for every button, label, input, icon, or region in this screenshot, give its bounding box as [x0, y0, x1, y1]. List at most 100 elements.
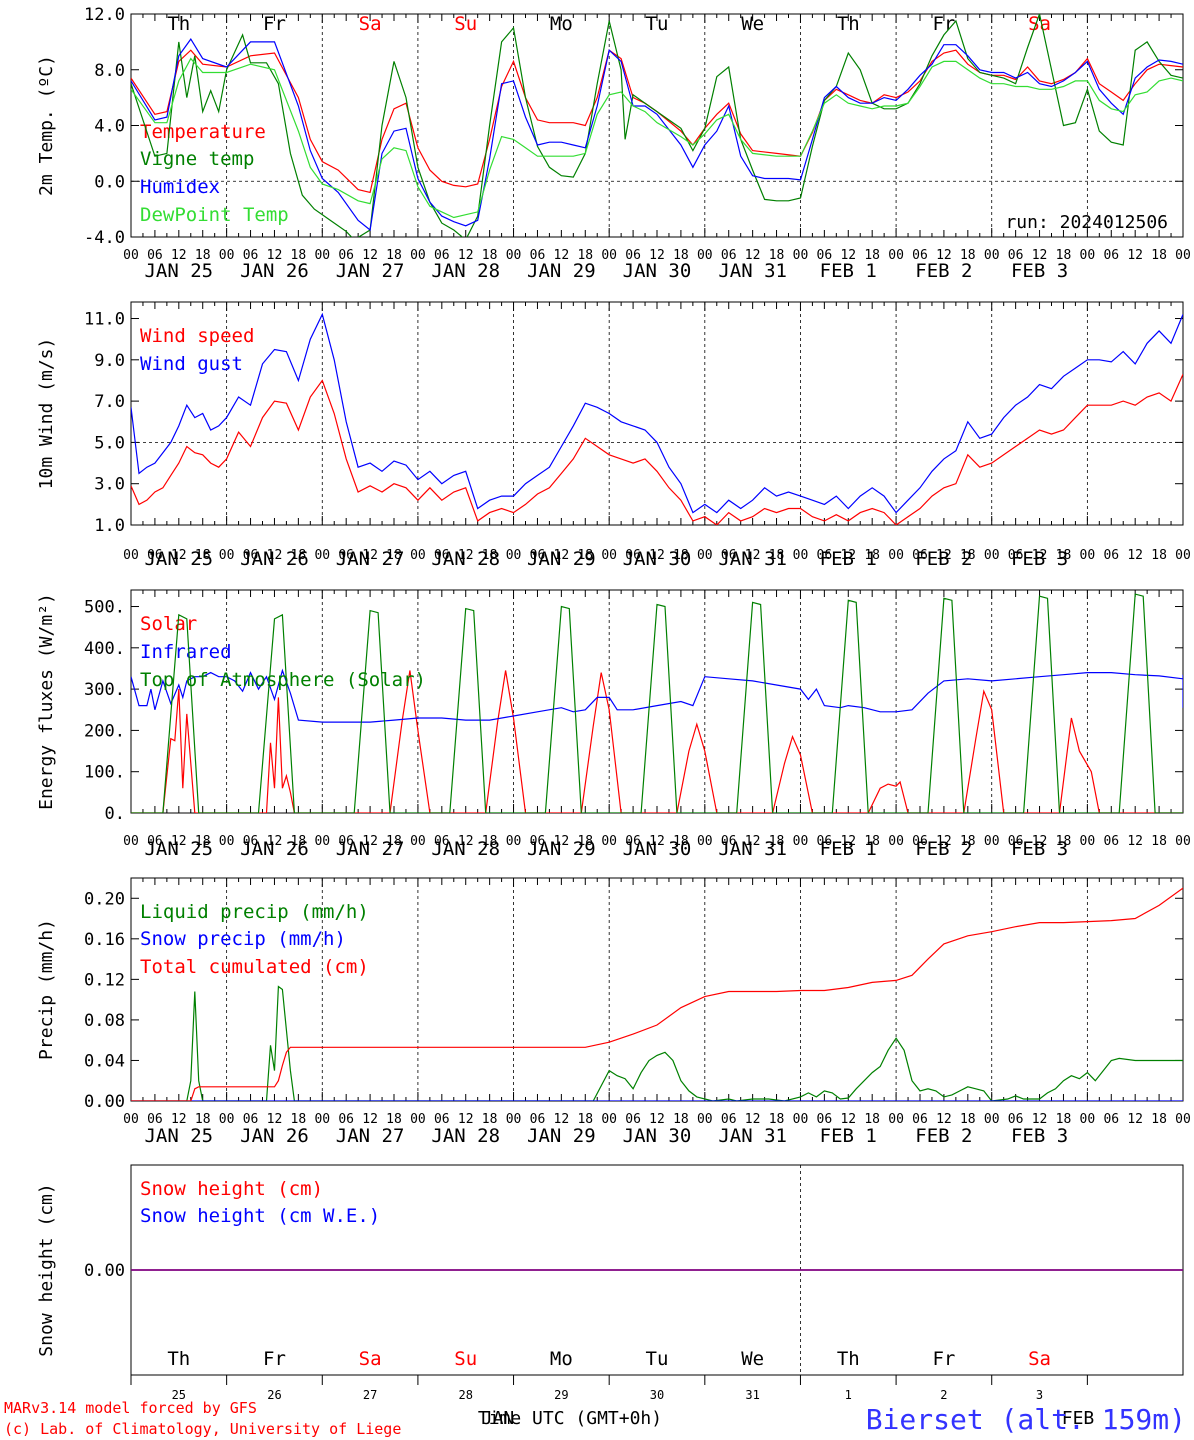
hour-label: 12 — [1032, 834, 1048, 849]
hour-label: 06 — [817, 548, 833, 563]
hour-label: 18 — [673, 548, 689, 563]
legend-entry: Vigne temp — [140, 148, 254, 170]
weekday-label: Fr — [263, 13, 286, 35]
meteogram-panels: -4.00.04.08.012.02m Temp. (ºC)00 06 12 18 00… — [36, 5, 1191, 1402]
date-label: FEB 1 — [820, 260, 877, 282]
hour-label: 18 — [482, 1112, 498, 1127]
date-label: FEB 2 — [915, 1125, 972, 1147]
y-tick-label: 12.0 — [84, 5, 125, 25]
hour-label: 12 — [362, 834, 378, 849]
hour-label: 18 — [482, 248, 498, 263]
hour-label: 00 — [1080, 248, 1096, 263]
hour-label: 06 — [721, 1112, 737, 1127]
hour-label: 12 — [267, 248, 283, 263]
legend-entry: Snow precip (mm/h) — [140, 928, 346, 950]
hour-label: 18 — [291, 834, 307, 849]
hour-label: 18 — [386, 1112, 402, 1127]
hour-label: 00 — [601, 1112, 617, 1127]
hour-label: 18 — [673, 834, 689, 849]
date-label: JAN 25 — [144, 260, 213, 282]
hour-label: 18 — [769, 1112, 785, 1127]
hour-label: 00 — [506, 548, 522, 563]
hour-label: 06 — [1103, 248, 1119, 263]
hour-label: 06 — [338, 548, 354, 563]
y-axis-title: 2m Temp. (ºC) — [36, 55, 57, 196]
hour-label: 00 — [888, 548, 904, 563]
hour-label: 12 — [1032, 1112, 1048, 1127]
hour-label: 12 — [1032, 248, 1048, 263]
hour-label: 00 — [697, 1112, 713, 1127]
hour-label: 00 — [410, 1112, 426, 1127]
y-tick-label: 100. — [84, 763, 125, 783]
hour-label: 12 — [840, 548, 856, 563]
hour-label: 12 — [649, 1112, 665, 1127]
hour-label: 12 — [745, 248, 761, 263]
date-label: JAN 25 — [144, 838, 213, 860]
hour-label: 12 — [267, 548, 283, 563]
hour-label: 06 — [1008, 1112, 1024, 1127]
hour-label: 12 — [458, 248, 474, 263]
hour-label: 18 — [864, 248, 880, 263]
hour-label: 00 — [1175, 1112, 1191, 1127]
hour-label: 00 — [506, 834, 522, 849]
hour-label: 12 — [936, 1112, 952, 1127]
hour-label: 12 — [267, 1112, 283, 1127]
hour-label: 18 — [482, 834, 498, 849]
y-axis-title: Precip (mm/h) — [36, 919, 57, 1060]
hour-label: 06 — [434, 1112, 450, 1127]
hour-label: 06 — [625, 1112, 641, 1127]
hour-label: 12 — [936, 834, 952, 849]
y-axis-title: 10m Wind (m/s) — [36, 338, 57, 490]
date-label: JAN 28 — [431, 260, 500, 282]
hour-label: 12 — [840, 248, 856, 263]
hour-label: 18 — [195, 1112, 211, 1127]
hour-label: 18 — [1151, 248, 1167, 263]
y-tick-label: 1.0 — [94, 516, 125, 536]
y-axis-title: Snow height (cm) — [36, 1183, 57, 1356]
hour-label: 12 — [840, 834, 856, 849]
hour-label: 18 — [769, 248, 785, 263]
date-label: FEB 1 — [820, 1125, 877, 1147]
hour-label: 00 — [697, 834, 713, 849]
hour-label: 00 — [601, 548, 617, 563]
legend-entry: Solar — [140, 613, 197, 635]
y-tick-label: -4.0 — [84, 228, 125, 248]
weekday-label: Th — [837, 1348, 860, 1370]
hour-label: 00 — [984, 248, 1000, 263]
hour-label: 06 — [243, 548, 259, 563]
hour-label: 00 — [888, 834, 904, 849]
hour-label: 00 — [1175, 548, 1191, 563]
y-tick-label: 11.0 — [84, 310, 125, 330]
hour-label: 00 — [314, 548, 330, 563]
hour-label: 12 — [745, 834, 761, 849]
hour-label: 12 — [362, 248, 378, 263]
hour-label: 06 — [1008, 248, 1024, 263]
hour-label: 06 — [434, 834, 450, 849]
hour-label: 00 — [697, 248, 713, 263]
weekday-label: Th — [837, 13, 860, 35]
date-label: FEB 3 — [1011, 548, 1068, 570]
hour-label: 12 — [649, 834, 665, 849]
hour-label: 18 — [864, 548, 880, 563]
hour-label: 18 — [386, 548, 402, 563]
weekday-label: Tu — [646, 13, 669, 35]
y-tick-label: 0.16 — [84, 930, 125, 950]
date-label: FEB 2 — [915, 260, 972, 282]
day-number-label: 25 — [172, 1388, 186, 1402]
date-label: JAN 27 — [336, 1125, 405, 1147]
date-label: JAN 26 — [240, 1125, 309, 1147]
y-tick-label: 9.0 — [94, 351, 125, 371]
hour-label: 00 — [1175, 834, 1191, 849]
panel-5: 0.00 Snow height (cm) Th 25 Fr 26 Sa 27 Su 28 Mo 29… — [36, 1164, 1184, 1402]
hour-label: 06 — [147, 548, 163, 563]
y-tick-label: 0.00 — [84, 1092, 125, 1112]
hour-label: 00 — [984, 1112, 1000, 1127]
y-tick-label: 0.08 — [84, 1011, 125, 1031]
day-number-label: 31 — [745, 1388, 759, 1402]
weekday-label: Sa — [359, 13, 382, 35]
legend-entry: DewPoint Temp — [140, 204, 289, 226]
day-number-label: 27 — [363, 1388, 377, 1402]
hour-label: 06 — [625, 834, 641, 849]
hour-label: 18 — [482, 548, 498, 563]
hour-label: 06 — [434, 548, 450, 563]
